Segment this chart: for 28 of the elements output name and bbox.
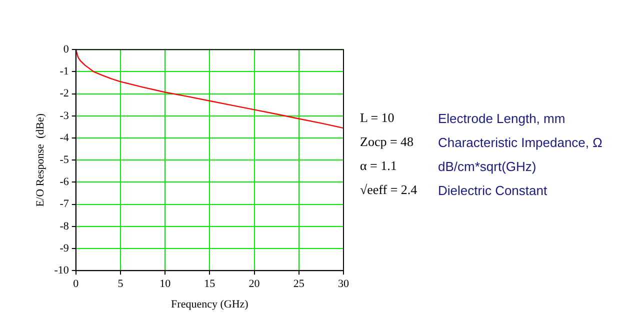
text: Electrode Length, mm (438, 110, 566, 126)
y-tick-label: -8 (60, 220, 70, 232)
text: Zocp = 48 (360, 134, 415, 150)
x-tick-label: 30 (338, 278, 350, 290)
y-tick-label: -4 (60, 132, 70, 144)
x-tick-label: 20 (248, 278, 260, 290)
text: Characteristic Impedance, Ω (438, 134, 602, 150)
x-tick-label: 5 (118, 278, 124, 290)
y-tick-label: -7 (60, 198, 70, 210)
y-tick-label: -9 (60, 242, 70, 254)
y-tick-label: 0 (63, 43, 70, 56)
text: Dielectric Constant (438, 182, 548, 198)
x-tick-label: 25 (293, 278, 305, 290)
y-tick-label: -6 (60, 176, 70, 188)
x-tick-label: 10 (160, 278, 172, 290)
y-axis-title: E/O Response (dBe) (34, 113, 46, 207)
y-tick-label: -3 (60, 110, 70, 122)
text: L = 10 (360, 110, 396, 126)
x-axis-title: Frequency (GHz) (171, 298, 249, 310)
text: α = 1.1 (360, 158, 398, 174)
y-tick-label: -5 (60, 154, 70, 166)
text: √eeff = 2.4 (360, 182, 418, 198)
y-tick-label: -2 (60, 88, 69, 100)
x-tick-label: 15 (204, 278, 216, 290)
text: dB/cm*sqrt(GHz) (438, 158, 536, 174)
y-tick-label: -10 (54, 264, 70, 276)
y-tick-label: -1 (60, 66, 69, 78)
x-tick-label: 0 (73, 278, 80, 290)
